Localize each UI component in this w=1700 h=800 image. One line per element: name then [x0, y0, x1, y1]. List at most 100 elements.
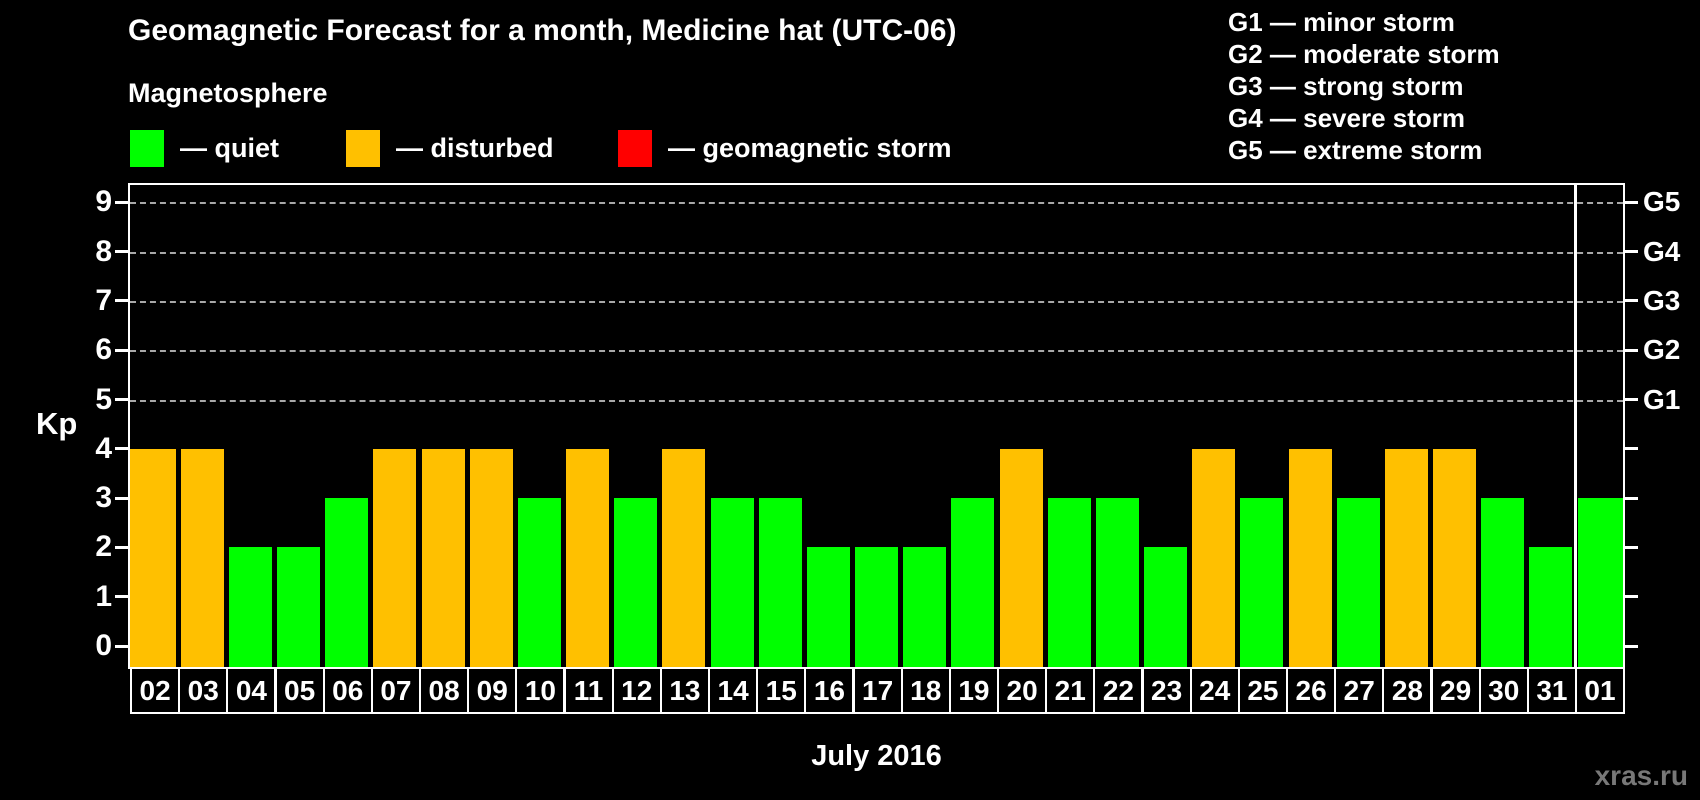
bar-day-19 [951, 498, 995, 667]
day-label-15: 15 [756, 667, 807, 714]
left-tick-kp9 [115, 200, 128, 204]
day-label-17: 17 [852, 667, 903, 714]
day-label-14: 14 [708, 667, 759, 714]
legend-label-storm: — geomagnetic storm [668, 132, 952, 163]
day-label-09: 09 [467, 667, 518, 714]
x-axis-title: July 2016 [811, 740, 942, 772]
right-axis-label-G3: G3 [1643, 284, 1681, 316]
day-label-23: 23 [1141, 667, 1192, 714]
day-label-07: 07 [370, 667, 421, 714]
y-tick-label-5: 5 [95, 382, 112, 416]
y-axis-title: Kp [36, 406, 78, 441]
gridline-kp6 [130, 350, 1623, 353]
y-tick-label-1: 1 [95, 579, 112, 613]
bar-day-05 [277, 547, 321, 667]
day-label-20: 20 [997, 667, 1048, 714]
y-tick-label-3: 3 [95, 481, 112, 515]
legend-title: Magnetosphere [128, 78, 328, 108]
right-tick-kp8 [1625, 250, 1638, 254]
bar-day-28 [1384, 448, 1428, 667]
bar-day-21 [1047, 498, 1091, 667]
left-tick-kp1 [115, 595, 128, 599]
right-tick-kp1 [1625, 595, 1638, 599]
left-tick-kp3 [115, 496, 128, 500]
right-axis-label-G4: G4 [1643, 235, 1681, 267]
right-tick-kp6 [1625, 348, 1638, 352]
bar-day-16 [806, 547, 850, 667]
right-tick-kp5 [1625, 398, 1638, 401]
right-tick-kp2 [1625, 545, 1638, 549]
bar-day-02 [130, 448, 176, 667]
day-label-08: 08 [419, 667, 470, 714]
left-tick-kp8 [115, 250, 128, 254]
storm-scale-line-g2: G2 — moderate storm [1228, 39, 1500, 69]
day-label-05: 05 [274, 667, 325, 714]
day-label-21: 21 [1045, 667, 1096, 714]
bar-day-14 [710, 498, 754, 667]
day-label-10: 10 [515, 667, 566, 714]
bar-day-22 [1095, 498, 1139, 667]
day-label-19: 19 [948, 667, 999, 714]
day-label-26: 26 [1286, 667, 1337, 714]
storm-scale-line-g4: G4 — severe storm [1228, 103, 1466, 133]
legend-item-storm: — geomagnetic storm [618, 126, 952, 170]
day-label-16: 16 [804, 667, 855, 714]
right-axis-label-G1: G1 [1643, 383, 1681, 415]
day-label-24: 24 [1189, 667, 1240, 714]
day-label-25: 25 [1237, 667, 1288, 714]
bar-day-27 [1336, 498, 1380, 667]
day-label-03: 03 [178, 667, 229, 714]
day-label-12: 12 [611, 667, 662, 714]
right-tick-kp3 [1625, 496, 1638, 500]
day-label-28: 28 [1382, 667, 1433, 714]
bar-day-11 [566, 448, 610, 667]
bar-day-25 [1240, 498, 1284, 667]
right-tick-kp0 [1625, 644, 1638, 648]
storm-scale-legend: G1 — minor storm G2 — moderate storm G3 — … [1228, 6, 1500, 166]
y-tick-label-7: 7 [95, 283, 112, 317]
bar-day-10 [517, 498, 561, 667]
x-axis-day-labels: 02 03 04 05 06 07 08 09 10 11 12 13 14 15 16 17 18 19 20 21… [130, 667, 1627, 716]
bar-day-09 [469, 448, 513, 667]
bar-day-01 [1577, 498, 1623, 667]
y-tick-label-8: 8 [95, 234, 112, 268]
bar-day-31 [1529, 547, 1573, 667]
bar-day-07 [373, 448, 417, 667]
legend-item-quiet: — quiet [130, 126, 279, 170]
gridline-kp9 [130, 202, 1623, 205]
left-tick-kp2 [115, 545, 128, 549]
magnetosphere-legend: — quiet — disturbed — geomagnetic storm [0, 126, 1700, 170]
bar-day-29 [1433, 448, 1477, 667]
day-label-04: 04 [226, 667, 277, 714]
left-tick-kp5 [115, 398, 128, 401]
day-label-01: 01 [1575, 667, 1625, 714]
bar-day-18 [903, 547, 947, 667]
bar-day-08 [421, 448, 465, 667]
storm-scale-line-g1: G1 — minor storm [1228, 7, 1455, 37]
gridline-kp8 [130, 251, 1623, 254]
day-label-27: 27 [1334, 667, 1385, 714]
legend-swatch-disturbed [346, 129, 380, 167]
gridline-kp7 [130, 300, 1623, 303]
day-label-31: 31 [1526, 667, 1577, 714]
bar-day-26 [1288, 448, 1332, 667]
bar-day-03 [180, 448, 224, 667]
day-label-13: 13 [659, 667, 710, 714]
legend-label-disturbed: — disturbed [396, 132, 554, 163]
legend-label-quiet: — quiet [180, 132, 279, 163]
day-label-22: 22 [1093, 667, 1144, 714]
legend-item-disturbed: — disturbed [346, 126, 554, 170]
right-tick-kp7 [1625, 299, 1638, 303]
bar-day-12 [614, 498, 658, 667]
bar-day-15 [758, 498, 802, 667]
left-tick-kp6 [115, 348, 128, 352]
bar-day-17 [855, 547, 899, 667]
bar-day-23 [1144, 547, 1188, 667]
day-label-11: 11 [563, 667, 614, 714]
gridline-kp5 [130, 399, 1623, 402]
right-axis-label-G2: G2 [1643, 334, 1681, 366]
storm-scale-line-g3: G3 — strong storm [1228, 71, 1464, 101]
y-tick-label-0: 0 [95, 629, 112, 662]
y-tick-label-4: 4 [95, 431, 112, 465]
right-tick-kp4 [1625, 447, 1638, 451]
